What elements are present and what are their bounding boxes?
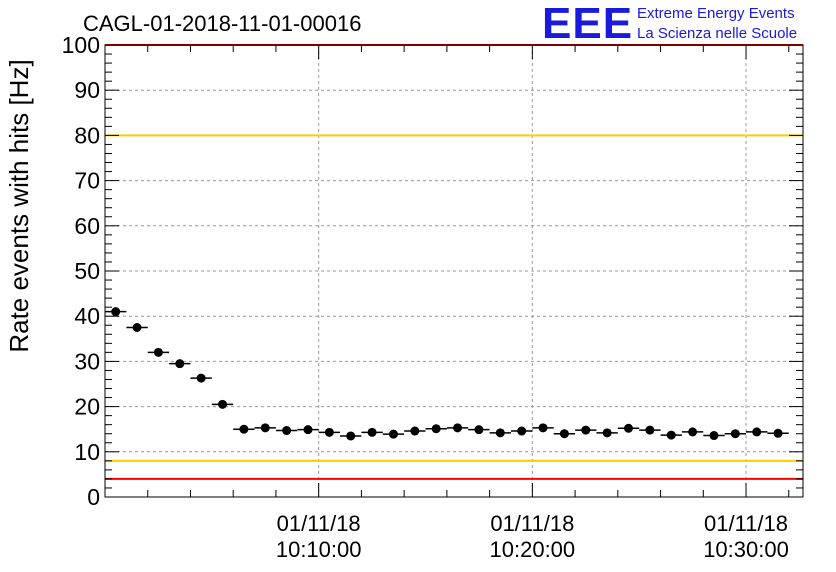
y-tick-label: 50: [74, 258, 100, 284]
y-tick-label: 90: [74, 77, 100, 103]
y-tick-label: 30: [74, 348, 100, 374]
data-point: [132, 323, 142, 332]
data-point: [303, 425, 313, 435]
y-tick-label: 10: [74, 439, 100, 465]
data-point: [517, 426, 527, 436]
data-point: [388, 429, 398, 439]
data-point: [773, 428, 783, 438]
x-tick-label-date: 01/11/18: [490, 511, 574, 536]
y-tick-labels: 0 10 20 30 40 50 60 70 80 90 100: [62, 32, 100, 510]
data-point: [730, 429, 740, 439]
y-axis-label: Rate events with hits [Hz]: [4, 59, 34, 352]
x-tick-label-date: 01/11/18: [277, 511, 361, 536]
logo-line-2: La Scienza nelle Scuole: [637, 25, 797, 42]
data-point: [175, 359, 185, 369]
y-tick-label: 80: [74, 122, 100, 148]
data-point: [153, 347, 163, 357]
logo-mark: EEE: [542, 0, 633, 48]
y-tick-label: 0: [87, 484, 100, 510]
x-tick-labels: 01/11/1810:10:0001/11/1810:20:0001/11/18…: [276, 511, 789, 562]
data-point: [367, 427, 377, 437]
data-point: [239, 424, 249, 434]
data-point: [474, 425, 484, 435]
y-tick-label: 20: [74, 394, 100, 420]
data-point: [410, 426, 420, 436]
data-point: [602, 428, 612, 438]
eee-logo: EEE Extreme Energy Events La Scienza nel…: [542, 0, 797, 48]
data-point: [324, 427, 334, 437]
data-point: [282, 426, 292, 436]
data-point: [218, 399, 228, 409]
data-point: [666, 430, 676, 440]
x-tick-label-time: 10:30:00: [703, 537, 789, 562]
data-point: [645, 425, 655, 435]
x-tick-label-time: 10:10:00: [276, 537, 362, 562]
data-point: [559, 429, 569, 439]
x-tick-label-time: 10:20:00: [490, 537, 576, 562]
data-point: [346, 431, 356, 441]
x-tick-label-date: 01/11/18: [704, 511, 788, 536]
data-point: [709, 431, 719, 441]
data-point: [431, 424, 441, 434]
y-tick-label: 40: [74, 303, 100, 329]
axes: [104, 44, 804, 498]
data-point: [624, 423, 633, 433]
data-point: [495, 428, 505, 438]
data-point: [688, 427, 698, 437]
chart-title: CAGL-01-2018-11-01-00016: [83, 11, 361, 36]
logo-line-1: Extreme Energy Events: [637, 5, 795, 22]
data-point: [111, 307, 121, 317]
y-tick-label: 60: [74, 213, 100, 239]
data-point: [453, 423, 463, 433]
data-point: [260, 423, 270, 433]
data-point: [196, 373, 206, 383]
data-point: [538, 423, 548, 433]
data-point: [581, 425, 591, 435]
data-points: [105, 307, 789, 441]
data-point: [752, 427, 762, 437]
y-tick-label: 100: [62, 32, 100, 58]
y-tick-label: 70: [74, 168, 100, 194]
